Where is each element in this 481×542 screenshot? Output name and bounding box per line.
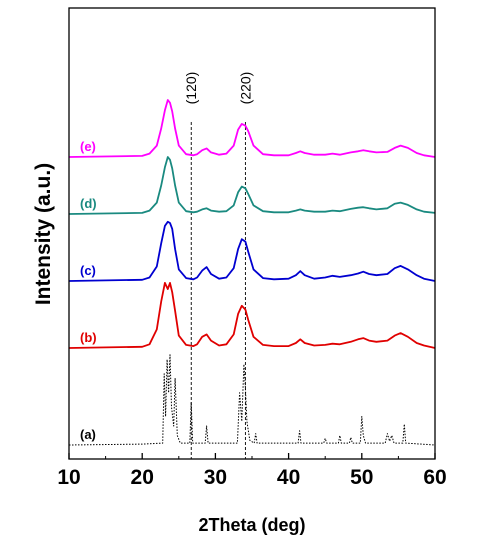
reference-lines	[190, 122, 246, 459]
x-axis-label: 2Theta (deg)	[198, 515, 305, 535]
peak-label-2: (220)	[237, 72, 253, 105]
series-line-a	[68, 354, 436, 446]
series-line-d	[68, 156, 436, 215]
peak-label-1: (120)	[183, 72, 199, 105]
series-label-a: (a)	[80, 427, 96, 442]
x-tick-label-20: 20	[131, 466, 154, 489]
series-label-d: (d)	[80, 196, 97, 211]
x-tick-label-40: 40	[277, 466, 300, 489]
x-axis-ticks: 10 20 30 40 50 60	[57, 453, 447, 489]
peak-labels: (120) (220)	[183, 72, 253, 105]
x-tick-label-10: 10	[57, 466, 80, 489]
series-labels: (e) (d) (c) (b) (a)	[80, 139, 97, 442]
series-layer	[68, 99, 436, 446]
y-axis-label: Intensity (a.u.)	[32, 163, 55, 305]
x-tick-label-30: 30	[204, 466, 227, 489]
series-line-c	[68, 220, 436, 282]
series-line-b	[68, 282, 436, 349]
series-label-e: (e)	[80, 139, 96, 154]
series-label-c: (c)	[80, 263, 96, 278]
series-label-b: (b)	[80, 330, 97, 345]
x-tick-label-60: 60	[423, 466, 446, 489]
series-line-e	[68, 99, 436, 158]
x-tick-label-50: 50	[350, 466, 373, 489]
